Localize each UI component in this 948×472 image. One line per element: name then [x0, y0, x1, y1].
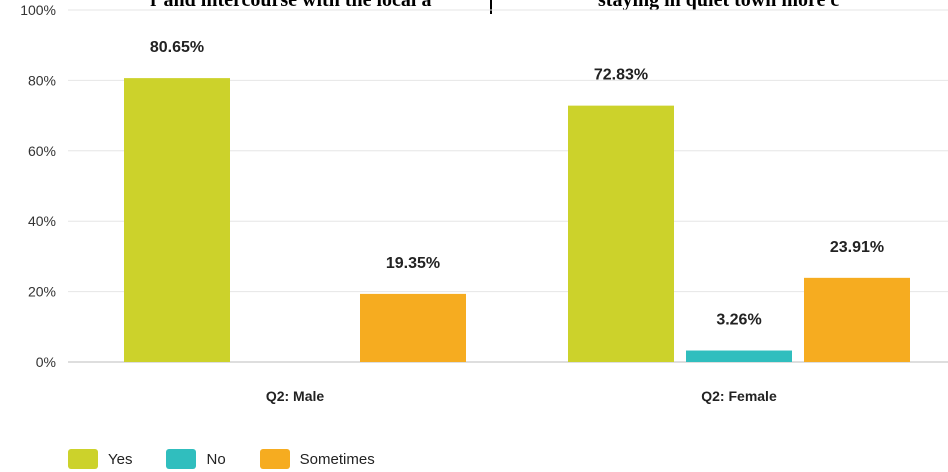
y-tick-label: 100%: [20, 2, 56, 18]
legend-item-no: No: [166, 449, 226, 469]
x-category-label: Q2: Female: [701, 388, 777, 404]
data-labels: 80.65% 19.35% 72.83% 3.26% 23.91%: [150, 39, 884, 328]
bar-no-2: [686, 350, 792, 362]
y-tick-label: 0%: [36, 354, 56, 370]
cropped-text-right: staying in quiet town more c: [598, 0, 840, 11]
bar-chart: 0% 20% 40% 60% 80% 100% 80.65% 19.35% 72.83% 3.2…: [20, 2, 948, 404]
data-label: 3.26%: [716, 312, 761, 329]
bar-yes-1: [124, 78, 230, 362]
legend: Yes No Sometimes: [68, 448, 409, 470]
x-axis: Q2: Male Q2: Female: [266, 388, 777, 404]
data-label: 72.83%: [594, 67, 648, 84]
x-category-label: Q2: Male: [266, 388, 325, 404]
data-label: 23.91%: [830, 239, 884, 256]
y-tick-label: 60%: [28, 143, 56, 159]
bars: [124, 78, 910, 362]
legend-label: Yes: [108, 450, 133, 468]
legend-label: No: [206, 450, 226, 468]
data-label: 19.35%: [386, 255, 440, 272]
data-label: 80.65%: [150, 39, 204, 56]
legend-swatch: [166, 449, 197, 469]
legend-label: Sometimes: [299, 450, 375, 468]
legend-swatch: [68, 449, 98, 469]
cropped-divider: [490, 0, 492, 14]
legend-item-yes: Yes: [68, 449, 132, 469]
cropped-text-left: r and intercourse with the local a: [150, 0, 432, 11]
bar-yes-2: [568, 105, 674, 362]
y-tick-label: 20%: [28, 284, 56, 300]
y-tick-label: 40%: [28, 213, 56, 229]
bar-sometimes-1: [360, 293, 466, 362]
cropped-header-text: r and intercourse with the local a stayi…: [0, 0, 948, 14]
y-tick-label: 80%: [28, 72, 56, 88]
legend-swatch: [259, 449, 290, 469]
bar-sometimes-2: [804, 277, 910, 362]
legend-item-sometimes: Sometimes: [259, 449, 375, 469]
y-axis: 0% 20% 40% 60% 80% 100%: [20, 2, 56, 370]
